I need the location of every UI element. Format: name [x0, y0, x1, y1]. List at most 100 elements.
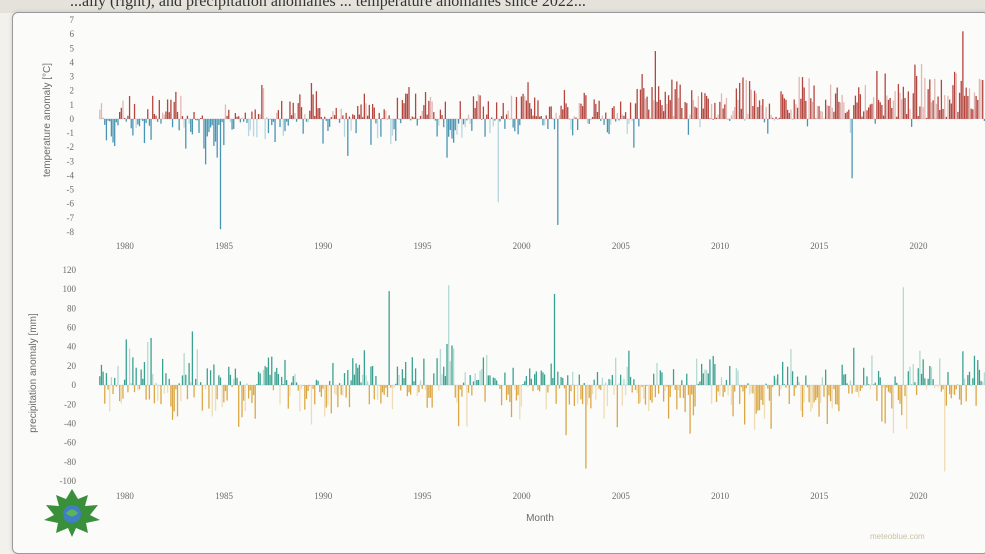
- temperature-bar: [529, 103, 531, 119]
- precipitation-bar: [256, 384, 258, 386]
- precipitation-bar: [434, 385, 437, 386]
- precipitation-bar: [851, 385, 853, 394]
- temperature-bar: [737, 99, 739, 119]
- temperature-bar: [977, 99, 979, 119]
- precipitation-x-tick: 1990: [314, 491, 333, 501]
- precipitation-bar: [238, 385, 240, 427]
- precipitation-bar: [553, 293, 556, 386]
- precipitation-bar: [710, 385, 713, 404]
- precipitation-bar: [471, 385, 473, 396]
- precipitation-y-tick: -100: [60, 476, 77, 486]
- precipitation-bar: [289, 385, 291, 396]
- temperature-bar: [902, 86, 905, 119]
- precipitation-bar: [252, 385, 255, 396]
- temperature-bar: [362, 117, 364, 119]
- precipitation-bar: [444, 376, 447, 386]
- temperature-bar: [191, 118, 194, 135]
- precipitation-bar: [226, 385, 228, 401]
- precipitation-bar: [982, 382, 984, 386]
- precipitation-bar: [368, 385, 370, 405]
- precipitation-bar: [378, 385, 380, 386]
- precipitation-bar: [532, 385, 534, 392]
- precipitation-bar: [648, 385, 650, 412]
- precipitation-bar: [107, 385, 109, 390]
- precipitation-bar: [955, 385, 957, 390]
- precipitation-bar: [934, 385, 936, 389]
- temperature-y-tick: 0: [70, 114, 75, 124]
- temperature-bar: [729, 118, 731, 121]
- temperature-bar: [904, 97, 906, 119]
- temperature-bar: [236, 116, 238, 119]
- temperature-bar: [181, 116, 184, 119]
- temperature-bar: [864, 85, 866, 119]
- temperature-bar: [142, 118, 144, 122]
- temperature-bar: [968, 88, 971, 119]
- precipitation-bar: [882, 385, 885, 388]
- precipitation-bar: [276, 367, 278, 386]
- precipitation-bar: [924, 378, 926, 386]
- temperature-bar: [581, 106, 584, 119]
- precipitation-bar: [567, 375, 569, 386]
- temperature-bar: [267, 118, 270, 134]
- precipitation-bar: [229, 374, 232, 386]
- precipitation-bar: [158, 385, 160, 386]
- precipitation-bar: [457, 385, 460, 427]
- precipitation-bar: [213, 364, 215, 386]
- temperature-bar: [476, 101, 478, 119]
- temperature-bar: [438, 118, 440, 126]
- temperature-bar: [598, 100, 600, 119]
- precipitation-bar: [424, 385, 427, 390]
- precipitation-bar: [180, 385, 182, 402]
- precipitation-bar: [161, 358, 164, 386]
- temperature-bar: [512, 118, 514, 128]
- temperature-bar: [492, 118, 494, 127]
- temperature-bar: [691, 90, 693, 119]
- precipitation-bar: [631, 385, 633, 393]
- temperature-bar: [535, 116, 537, 119]
- precipitation-bar: [234, 368, 237, 386]
- temperature-bar: [264, 118, 266, 140]
- temperature-bar: [886, 95, 888, 119]
- temperature-bar: [606, 118, 609, 133]
- temperature-bar: [158, 99, 160, 119]
- precipitation-bar: [155, 382, 157, 386]
- precipitation-bar: [856, 385, 858, 392]
- precipitation-bar: [510, 385, 513, 418]
- temperature-bar: [229, 118, 232, 123]
- temperature-bar: [446, 118, 448, 158]
- temperature-bar: [178, 118, 180, 131]
- precipitation-bar: [224, 385, 227, 392]
- precipitation-bar: [977, 360, 979, 386]
- precipitation-bar: [730, 385, 733, 405]
- temperature-bar: [699, 118, 701, 128]
- precipitation-bar: [669, 385, 671, 397]
- temperature-bar: [914, 64, 916, 119]
- temperature-bar: [881, 104, 883, 119]
- temperature-bar: [853, 105, 855, 119]
- temperature-bar: [324, 116, 326, 119]
- precipitation-bar: [216, 385, 218, 400]
- temperature-bar: [330, 116, 332, 119]
- temperature-bar: [955, 73, 957, 119]
- temperature-bar: [542, 118, 544, 126]
- temperature-bar: [363, 93, 365, 119]
- precipitation-bar: [403, 378, 405, 386]
- temperature-bar: [211, 118, 213, 126]
- temperature-bar: [122, 100, 124, 119]
- temperature-bar: [629, 102, 632, 119]
- temperature-bar: [395, 118, 397, 141]
- temperature-bar: [413, 117, 415, 119]
- precipitation-bar: [135, 367, 137, 386]
- precipitation-bar: [591, 385, 594, 395]
- temperature-bar: [828, 105, 830, 119]
- precipitation-bar: [795, 385, 797, 388]
- temperature-bar: [482, 106, 485, 119]
- temperature-bar: [585, 95, 587, 119]
- temperature-bar: [317, 108, 319, 119]
- temperature-y-tick: 2: [70, 86, 75, 96]
- temperature-bar: [163, 114, 165, 119]
- temperature-y-tick: 6: [70, 29, 75, 39]
- temperature-x-tick: 2005: [612, 241, 631, 251]
- precipitation-bar: [183, 353, 185, 386]
- temperature-bar: [375, 118, 377, 124]
